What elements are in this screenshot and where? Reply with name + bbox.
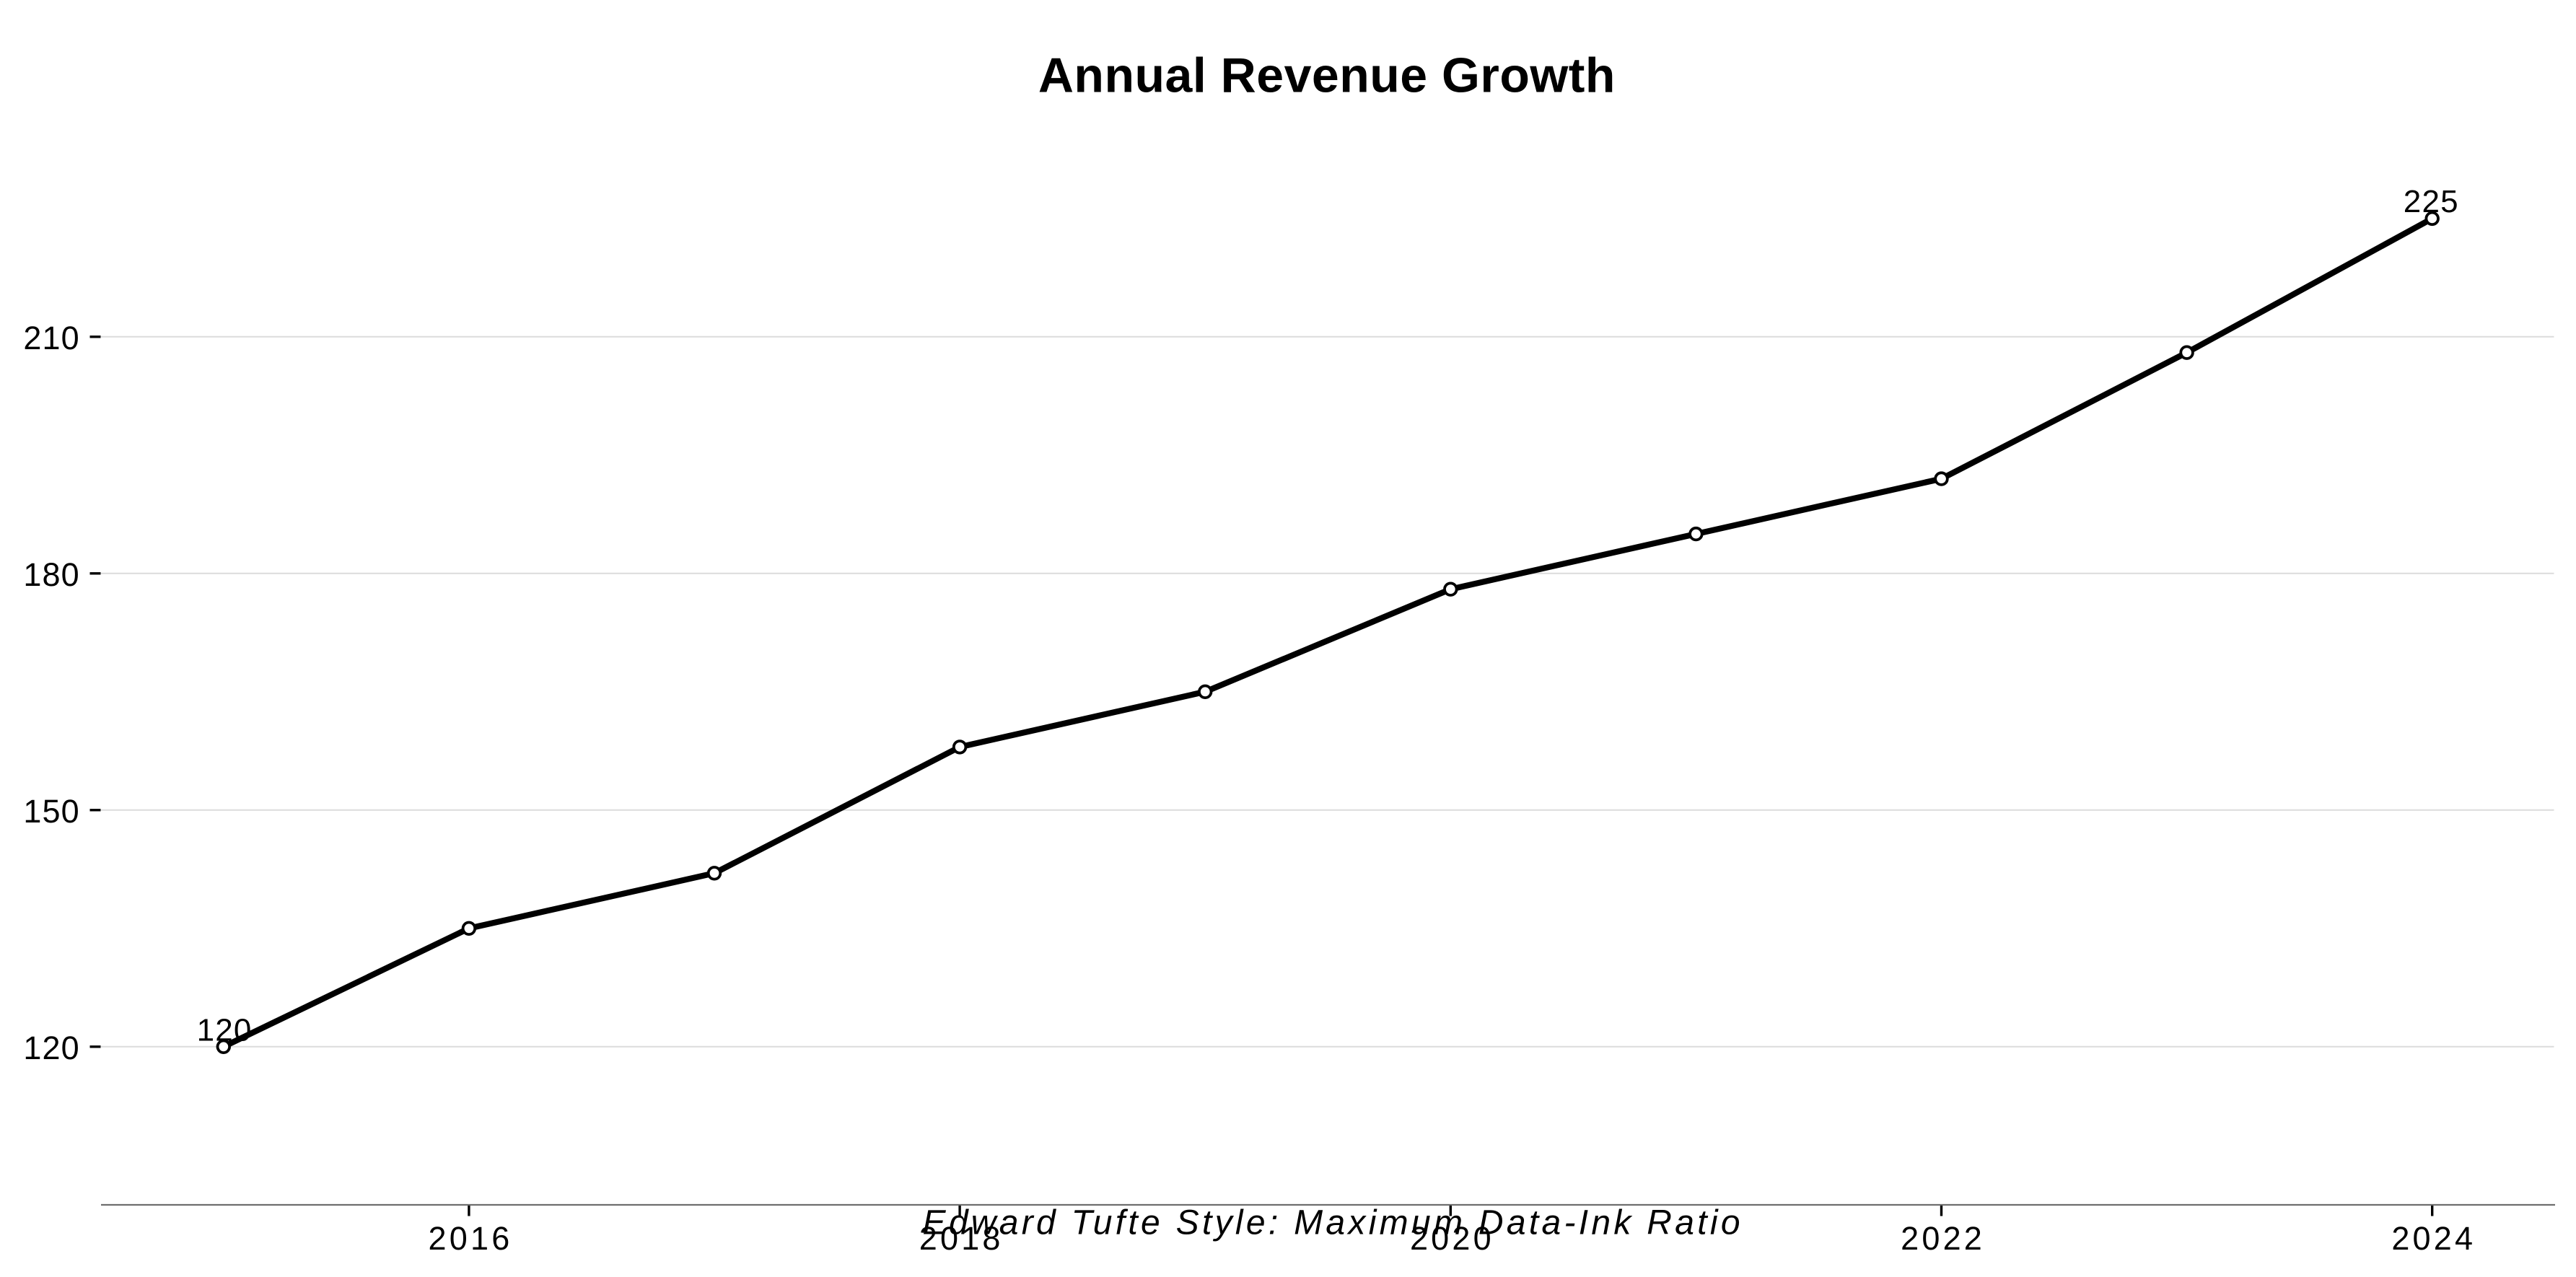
svg-text:150: 150 (23, 793, 79, 830)
svg-text:180: 180 (23, 556, 79, 593)
svg-text:120: 120 (197, 1013, 253, 1048)
svg-text:120: 120 (23, 1030, 79, 1066)
svg-text:2022: 2022 (1901, 1220, 1985, 1257)
svg-text:225: 225 (2404, 184, 2459, 219)
svg-text:2020: 2020 (1410, 1220, 1494, 1257)
svg-text:2016: 2016 (429, 1220, 513, 1257)
svg-text:2024: 2024 (2391, 1220, 2476, 1257)
svg-text:Edward Tufte Style: Maximum Da: Edward Tufte Style: Maximum Data-Ink Rat… (923, 1204, 1743, 1242)
svg-text:2018: 2018 (919, 1220, 1004, 1257)
svg-text:210: 210 (23, 320, 79, 356)
svg-text:Annual Revenue Growth: Annual Revenue Growth (1038, 48, 1616, 103)
